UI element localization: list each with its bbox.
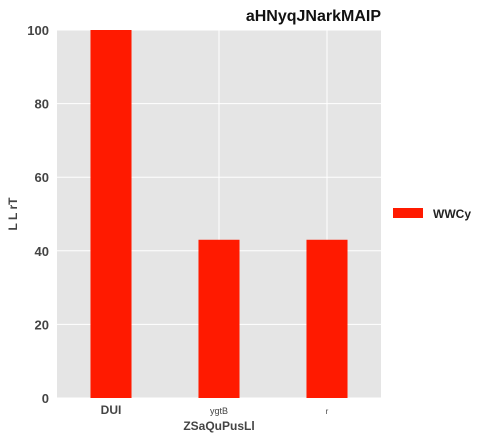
legend-label: WWCy xyxy=(433,207,471,221)
x-tick-label: r xyxy=(326,407,329,416)
y-tick-label: 100 xyxy=(27,23,49,38)
bar-DUI xyxy=(90,30,132,398)
y-tick-label: 60 xyxy=(35,170,49,185)
y-axis-label: L L rT xyxy=(6,197,20,231)
y-tick-label: 0 xyxy=(42,391,49,406)
bar-r xyxy=(306,239,348,398)
chart-title: aHNyqJNarkMAIP xyxy=(246,8,381,25)
y-tick-label: 80 xyxy=(35,97,49,112)
x-tick-labels: DUI ygtB r xyxy=(101,403,329,417)
y-tick-labels: 0 20 40 60 80 100 xyxy=(27,23,49,406)
x-tick-label: ygtB xyxy=(210,406,228,416)
x-tick-label: DUI xyxy=(101,403,122,417)
legend-swatch xyxy=(393,208,423,218)
legend: WWCy xyxy=(393,207,471,221)
x-axis-label: ZSaQuPusLl xyxy=(183,419,254,433)
bars xyxy=(90,30,348,398)
y-tick-label: 40 xyxy=(35,244,49,259)
y-tick-label: 20 xyxy=(35,317,49,332)
bar-ygtB xyxy=(198,239,240,398)
